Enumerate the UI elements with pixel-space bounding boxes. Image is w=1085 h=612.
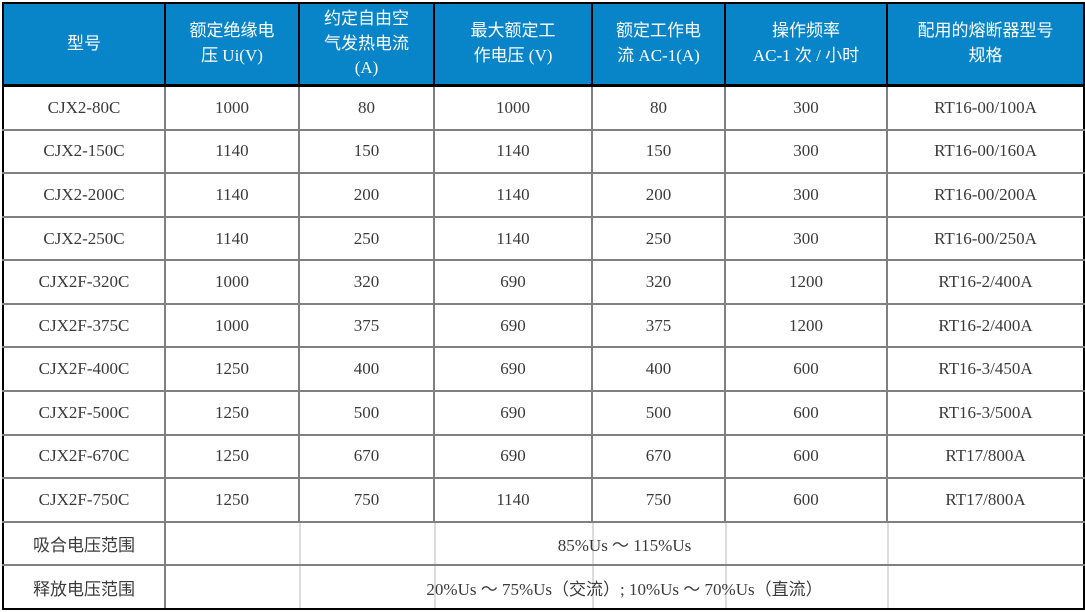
- col-header-operating-frequency: 操作频率 AC-1 次 / 小时: [724, 2, 888, 87]
- cell-insulation-voltage: 1000: [164, 259, 300, 305]
- table-body: CJX2-80C 1000 80 1000 80 300 RT16-00/100…: [2, 84, 1085, 610]
- col-header-model: 型号: [2, 2, 166, 87]
- cell-max-working-voltage: 690: [433, 433, 593, 480]
- cell-insulation-voltage: 1140: [164, 215, 300, 262]
- cell-operating-frequency: 300: [724, 128, 888, 175]
- cell-thermal-current: 320: [298, 259, 435, 305]
- cell-fuse-spec: RT16-00/160A: [886, 128, 1085, 175]
- cell-thermal-current: 400: [298, 346, 435, 393]
- cell-operating-frequency: 300: [724, 215, 888, 262]
- cell-fuse-spec: RT16-3/500A: [886, 390, 1085, 436]
- cell-ac1-current: 375: [591, 302, 726, 349]
- cell-ac1-current: 750: [591, 477, 726, 523]
- cell-insulation-voltage: 1000: [164, 302, 300, 349]
- col-header-thermal-current: 约定自由空 气发热电流 (A): [298, 2, 435, 87]
- table-header: 型号 额定绝缘电 压 Ui(V) 约定自由空 气发热电流 (A) 最大额定工 作…: [2, 2, 1085, 87]
- cell-operating-frequency: 300: [724, 84, 888, 131]
- cell-fuse-spec: RT16-00/250A: [886, 215, 1085, 262]
- cell-thermal-current: 250: [298, 215, 435, 262]
- col-header-fuse-spec: 配用的熔断器型号 规格: [886, 2, 1085, 87]
- col-header-max-working-voltage: 最大额定工 作电压 (V): [433, 2, 593, 87]
- table-row: CJX2-150C 1140 150 1140 150 300 RT16-00/…: [2, 128, 1085, 175]
- cell-operating-frequency: 300: [724, 172, 888, 218]
- cell-operating-frequency: 600: [724, 477, 888, 523]
- cell-model: CJX2F-750C: [2, 477, 166, 523]
- cell-operating-frequency: 600: [724, 346, 888, 393]
- cell-ac1-current: 80: [591, 84, 726, 131]
- cell-thermal-current: 80: [298, 84, 435, 131]
- cell-max-working-voltage: 690: [433, 346, 593, 393]
- cell-max-working-voltage: 1140: [433, 128, 593, 175]
- cell-max-working-voltage: 1140: [433, 215, 593, 262]
- footer-value-pickup-voltage: 85%Us ～ 115%Us: [164, 520, 1085, 567]
- cell-insulation-voltage: 1250: [164, 433, 300, 480]
- cell-ac1-current: 670: [591, 433, 726, 480]
- cell-model: CJX2-200C: [2, 172, 166, 218]
- footer-row-release-voltage: 释放电压范围 20%Us ～ 75%Us（交流）; 10%Us ～ 70%Us（…: [2, 564, 1085, 610]
- cell-model: CJX2F-670C: [2, 433, 166, 480]
- cell-insulation-voltage: 1000: [164, 84, 300, 131]
- cell-fuse-spec: RT16-00/200A: [886, 172, 1085, 218]
- cell-ac1-current: 500: [591, 390, 726, 436]
- cell-fuse-spec: RT16-2/400A: [886, 259, 1085, 305]
- cell-max-working-voltage: 690: [433, 390, 593, 436]
- footer-label-pickup-voltage: 吸合电压范围: [2, 520, 166, 567]
- col-header-ac1-current: 额定工作电 流 AC-1(A): [591, 2, 726, 87]
- cell-thermal-current: 750: [298, 477, 435, 523]
- cell-ac1-current: 320: [591, 259, 726, 305]
- cell-thermal-current: 670: [298, 433, 435, 480]
- cell-fuse-spec: RT17/800A: [886, 433, 1085, 480]
- cell-model: CJX2-250C: [2, 215, 166, 262]
- cell-model: CJX2F-400C: [2, 346, 166, 393]
- cell-operating-frequency: 1200: [724, 259, 888, 305]
- cell-max-working-voltage: 690: [433, 259, 593, 305]
- cell-operating-frequency: 1200: [724, 302, 888, 349]
- cell-operating-frequency: 600: [724, 433, 888, 480]
- cell-fuse-spec: RT17/800A: [886, 477, 1085, 523]
- cell-model: CJX2F-500C: [2, 390, 166, 436]
- cell-insulation-voltage: 1250: [164, 477, 300, 523]
- footer-value-release-voltage: 20%Us ～ 75%Us（交流）; 10%Us ～ 70%Us（直流）: [164, 564, 1085, 610]
- table-row: CJX2F-400C 1250 400 690 400 600 RT16-3/4…: [2, 346, 1085, 393]
- cell-ac1-current: 250: [591, 215, 726, 262]
- table-row: CJX2F-500C 1250 500 690 500 600 RT16-3/5…: [2, 390, 1085, 436]
- cell-ac1-current: 150: [591, 128, 726, 175]
- cell-thermal-current: 375: [298, 302, 435, 349]
- cell-model: CJX2-150C: [2, 128, 166, 175]
- table-row: CJX2-250C 1140 250 1140 250 300 RT16-00/…: [2, 215, 1085, 262]
- cell-max-working-voltage: 690: [433, 302, 593, 349]
- cell-max-working-voltage: 1140: [433, 477, 593, 523]
- cell-insulation-voltage: 1250: [164, 390, 300, 436]
- table-row: CJX2F-320C 1000 320 690 320 1200 RT16-2/…: [2, 259, 1085, 305]
- cell-operating-frequency: 600: [724, 390, 888, 436]
- cell-thermal-current: 500: [298, 390, 435, 436]
- cell-fuse-spec: RT16-2/400A: [886, 302, 1085, 349]
- cell-fuse-spec: RT16-00/100A: [886, 84, 1085, 131]
- cell-max-working-voltage: 1140: [433, 172, 593, 218]
- cell-insulation-voltage: 1140: [164, 172, 300, 218]
- cell-insulation-voltage: 1140: [164, 128, 300, 175]
- cell-insulation-voltage: 1250: [164, 346, 300, 393]
- cell-ac1-current: 400: [591, 346, 726, 393]
- cell-thermal-current: 150: [298, 128, 435, 175]
- cell-thermal-current: 200: [298, 172, 435, 218]
- col-header-insulation-voltage: 额定绝缘电 压 Ui(V): [164, 2, 300, 87]
- cell-model: CJX2F-375C: [2, 302, 166, 349]
- table-row: CJX2-80C 1000 80 1000 80 300 RT16-00/100…: [2, 84, 1085, 131]
- cell-model: CJX2-80C: [2, 84, 166, 131]
- table-row: CJX2F-670C 1250 670 690 670 600 RT17/800…: [2, 433, 1085, 480]
- cell-max-working-voltage: 1000: [433, 84, 593, 131]
- header-row: 型号 额定绝缘电 压 Ui(V) 约定自由空 气发热电流 (A) 最大额定工 作…: [2, 2, 1085, 87]
- footer-row-pickup-voltage: 吸合电压范围 85%Us ～ 115%Us: [2, 520, 1085, 567]
- cell-fuse-spec: RT16-3/450A: [886, 346, 1085, 393]
- cell-ac1-current: 200: [591, 172, 726, 218]
- cell-model: CJX2F-320C: [2, 259, 166, 305]
- table-row: CJX2F-750C 1250 750 1140 750 600 RT17/80…: [2, 477, 1085, 523]
- table-row: CJX2F-375C 1000 375 690 375 1200 RT16-2/…: [2, 302, 1085, 349]
- footer-label-release-voltage: 释放电压范围: [2, 564, 166, 610]
- table-row: CJX2-200C 1140 200 1140 200 300 RT16-00/…: [2, 172, 1085, 218]
